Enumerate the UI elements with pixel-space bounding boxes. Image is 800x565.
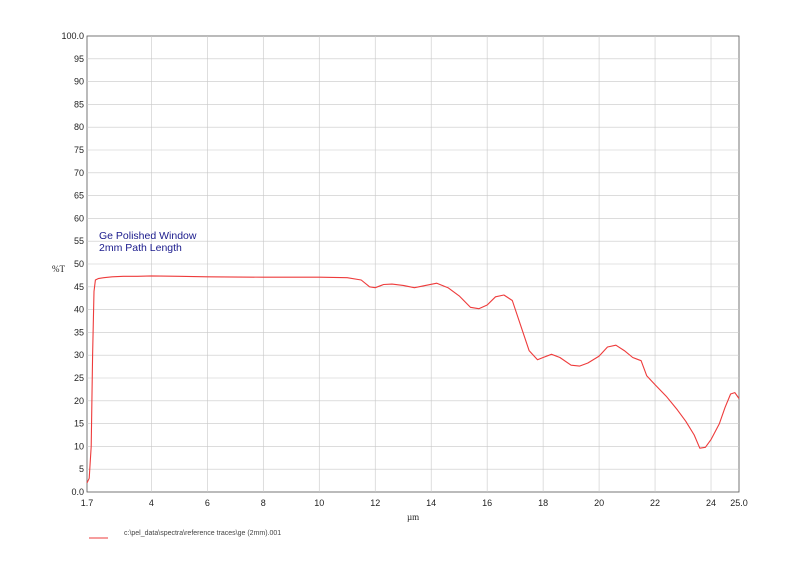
y-tick-label: 35 [74,327,84,337]
series-line [86,275,740,484]
x-tick-label: 1.7 [81,498,94,508]
x-tick-label: 20 [594,498,604,508]
x-tick-label: 24 [706,498,716,508]
y-tick-label: 65 [74,191,84,201]
x-axis-label: µm [407,512,419,522]
x-tick-label: 12 [370,498,380,508]
y-tick-label: 15 [74,419,84,429]
annotation-title: Ge Polished Window [99,230,197,242]
x-tick-label: 10 [314,498,324,508]
y-tick-label: 0.0 [71,487,84,497]
y-tick-label: 20 [74,396,84,406]
y-tick-label: 70 [74,168,84,178]
y-tick-label: 5 [79,464,84,474]
x-tick-label: 8 [261,498,266,508]
y-tick-label: 50 [74,259,84,269]
y-tick-label: 55 [74,236,84,246]
x-tick-label: 22 [650,498,660,508]
x-tick-label: 25.0 [730,498,748,508]
y-tick-label: 60 [74,213,84,223]
x-tick-label: 6 [205,498,210,508]
y-tick-label: 25 [74,373,84,383]
y-tick-label: 10 [74,441,84,451]
y-axis-label: %T [52,264,65,274]
y-tick-label: 80 [74,122,84,132]
y-tick-label: 85 [74,99,84,109]
x-tick-label: 4 [149,498,154,508]
y-tick-label: 40 [74,305,84,315]
annotation-subtitle: 2mm Path Length [99,242,182,254]
grid [87,36,739,492]
tick-labels: 0.0 5 10 15 20 25 30 35 40 45 50 55 60 65 70 75 80 85 90 95… [61,31,747,508]
series-layer [86,275,740,484]
x-tick-label: 16 [482,498,492,508]
y-tick-label: 90 [74,77,84,87]
y-tick-label: 45 [74,282,84,292]
y-tick-label: 75 [74,145,84,155]
legend-entry: c:\pel_data\spectra\reference traces\ge … [124,530,281,537]
legend: c:\pel_data\spectra\reference traces\ge … [89,530,281,539]
y-tick-label: 100.0 [61,31,84,41]
y-tick-label: 30 [74,350,84,360]
x-tick-label: 18 [538,498,548,508]
x-tick-label: 14 [426,498,436,508]
y-tick-label: 95 [74,54,84,64]
